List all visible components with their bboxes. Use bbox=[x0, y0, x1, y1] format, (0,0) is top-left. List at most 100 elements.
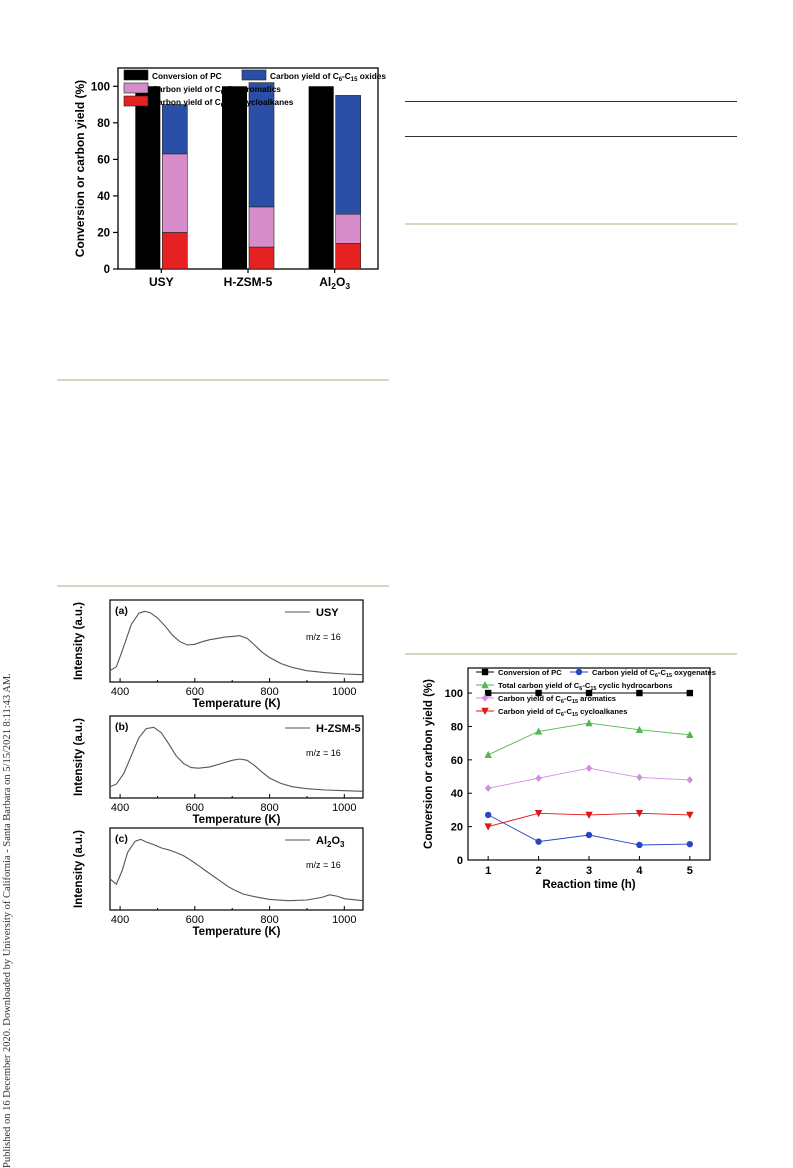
annotation-text: m/z = 16 bbox=[306, 632, 341, 642]
download-notice: Published on 16 December 2020. Downloade… bbox=[2, 673, 13, 1168]
x-tick-label: 1000 bbox=[332, 914, 356, 926]
data-point bbox=[535, 774, 542, 782]
y-tick-label: 20 bbox=[451, 822, 463, 834]
bar-chart: 0 20 40 60 80 100 Conversion or carbon yield (… bbox=[73, 67, 386, 291]
bar-segment bbox=[248, 246, 275, 270]
plot-frame bbox=[109, 827, 364, 911]
tpd-curve bbox=[109, 726, 364, 792]
data-point bbox=[636, 841, 643, 849]
x-axis-label: Temperature (K) bbox=[193, 814, 281, 826]
reaction-time-chart: 0 20 40 60 80 100 1 2 3 4 5 Reaction time (h) Conver… bbox=[423, 667, 716, 891]
legend-label: Conversion of PC bbox=[152, 71, 222, 81]
annotation-text: m/z = 16 bbox=[306, 748, 341, 758]
legend-swatch bbox=[123, 69, 149, 81]
bar-conversion bbox=[135, 86, 161, 269]
x-tick-label: 1000 bbox=[332, 802, 356, 814]
legend-label: Carbon yield of C6-C15 cycloalkanes bbox=[498, 707, 627, 718]
data-point bbox=[635, 725, 644, 733]
panel-label: (c) bbox=[115, 833, 128, 845]
x-tick-label: 3 bbox=[586, 865, 592, 877]
tpd-chart-c: 400 600 800 1000 Temperature (K) Intensity (a… bbox=[73, 827, 364, 938]
x-tick-label: 600 bbox=[186, 802, 204, 814]
x-tick-label: 600 bbox=[186, 914, 204, 926]
y-tick-label: 40 bbox=[451, 788, 463, 800]
data-point bbox=[635, 810, 644, 818]
x-tick-label: 2 bbox=[536, 865, 542, 877]
tpd-curve bbox=[109, 610, 364, 676]
bar-segment bbox=[335, 243, 361, 270]
x-axis-label: Temperature (K) bbox=[193, 926, 281, 938]
bar-segment bbox=[162, 232, 188, 270]
data-point bbox=[535, 838, 542, 845]
bar-segment bbox=[162, 104, 188, 155]
data-point bbox=[484, 784, 492, 792]
data-point bbox=[481, 707, 489, 715]
legend-label: Conversion of PC bbox=[498, 668, 562, 677]
x-tick-label: Al2O3 bbox=[319, 275, 350, 291]
data-point bbox=[484, 823, 492, 831]
annotation-text: m/z = 16 bbox=[306, 860, 341, 870]
y-axis-label: Intensity (a.u.) bbox=[73, 602, 85, 680]
x-tick-label: 600 bbox=[186, 686, 204, 698]
divider-rule bbox=[405, 101, 737, 102]
y-tick-label: 40 bbox=[97, 191, 110, 203]
panel-label: (a) bbox=[115, 605, 128, 617]
tpd-chart-a: 400 600 800 1000 Temperature (K) Intensity (a… bbox=[73, 599, 364, 710]
legend-label: Total carbon yield of C6-C15 cyclic hydr… bbox=[498, 681, 672, 692]
x-tick-label: 800 bbox=[260, 802, 278, 814]
data-point bbox=[585, 831, 593, 839]
bar-conversion bbox=[222, 86, 247, 269]
data-point bbox=[481, 694, 489, 702]
y-tick-label: 80 bbox=[97, 118, 110, 130]
data-point bbox=[534, 727, 543, 735]
data-point bbox=[686, 811, 694, 819]
legend-label: Carbon yield of C6-C15 oxygenates bbox=[592, 668, 716, 679]
y-axis-label: Conversion or carbon yield (%) bbox=[73, 80, 87, 257]
x-tick-label: 400 bbox=[111, 802, 129, 814]
divider-rule bbox=[405, 136, 737, 137]
x-axis-label: Reaction time (h) bbox=[542, 879, 635, 891]
data-point bbox=[686, 730, 694, 738]
data-point bbox=[686, 689, 694, 697]
y-tick-label: 100 bbox=[91, 81, 110, 93]
panel-label: (b) bbox=[115, 721, 128, 733]
bar-segment bbox=[248, 206, 275, 248]
x-tick-label: 5 bbox=[687, 865, 693, 877]
legend-label: Carbon yield of C6-C15 aromatics bbox=[498, 694, 616, 705]
y-axis-label: Intensity (a.u.) bbox=[73, 718, 85, 796]
x-tick-label: 800 bbox=[260, 914, 278, 926]
x-tick-label: 400 bbox=[111, 686, 129, 698]
bar-segment bbox=[335, 95, 361, 215]
bar-segment bbox=[248, 82, 275, 208]
y-tick-label: 60 bbox=[97, 154, 110, 166]
legend-label: Carbon yield of C6-C15 aromatics bbox=[152, 84, 281, 96]
data-point bbox=[484, 750, 492, 759]
data-point bbox=[575, 668, 583, 676]
data-point bbox=[484, 811, 492, 819]
y-tick-label: 100 bbox=[445, 688, 463, 700]
divider-rule bbox=[405, 653, 737, 655]
data-point bbox=[585, 811, 593, 819]
divider-rule bbox=[57, 379, 389, 381]
legend-label: USY bbox=[316, 607, 339, 619]
x-tick-label: H-ZSM-5 bbox=[224, 275, 273, 289]
data-point bbox=[484, 689, 492, 697]
bar-conversion bbox=[308, 86, 334, 269]
data-point bbox=[636, 773, 643, 782]
data-point bbox=[585, 689, 593, 697]
tpd-chart-b: 400 600 800 1000 Temperature (K) Intensity (a… bbox=[73, 715, 364, 826]
legend-label: Al2O3 bbox=[316, 835, 345, 849]
data-point bbox=[481, 668, 489, 676]
legend-swatch bbox=[123, 82, 149, 94]
y-tick-label: 60 bbox=[451, 755, 463, 767]
bar-segment bbox=[162, 153, 188, 233]
data-point bbox=[585, 719, 593, 727]
legend-label: Carbon yield of C6-C15 cycloalkanes bbox=[152, 97, 294, 109]
x-tick-label: 400 bbox=[111, 914, 129, 926]
divider-rule bbox=[57, 585, 389, 587]
y-tick-label: 20 bbox=[97, 227, 110, 239]
legend-label: Carbon yield of C6-C15 oxides bbox=[270, 71, 386, 83]
data-point bbox=[686, 840, 694, 848]
series-line bbox=[488, 722, 690, 756]
x-tick-label: 1 bbox=[485, 865, 491, 877]
